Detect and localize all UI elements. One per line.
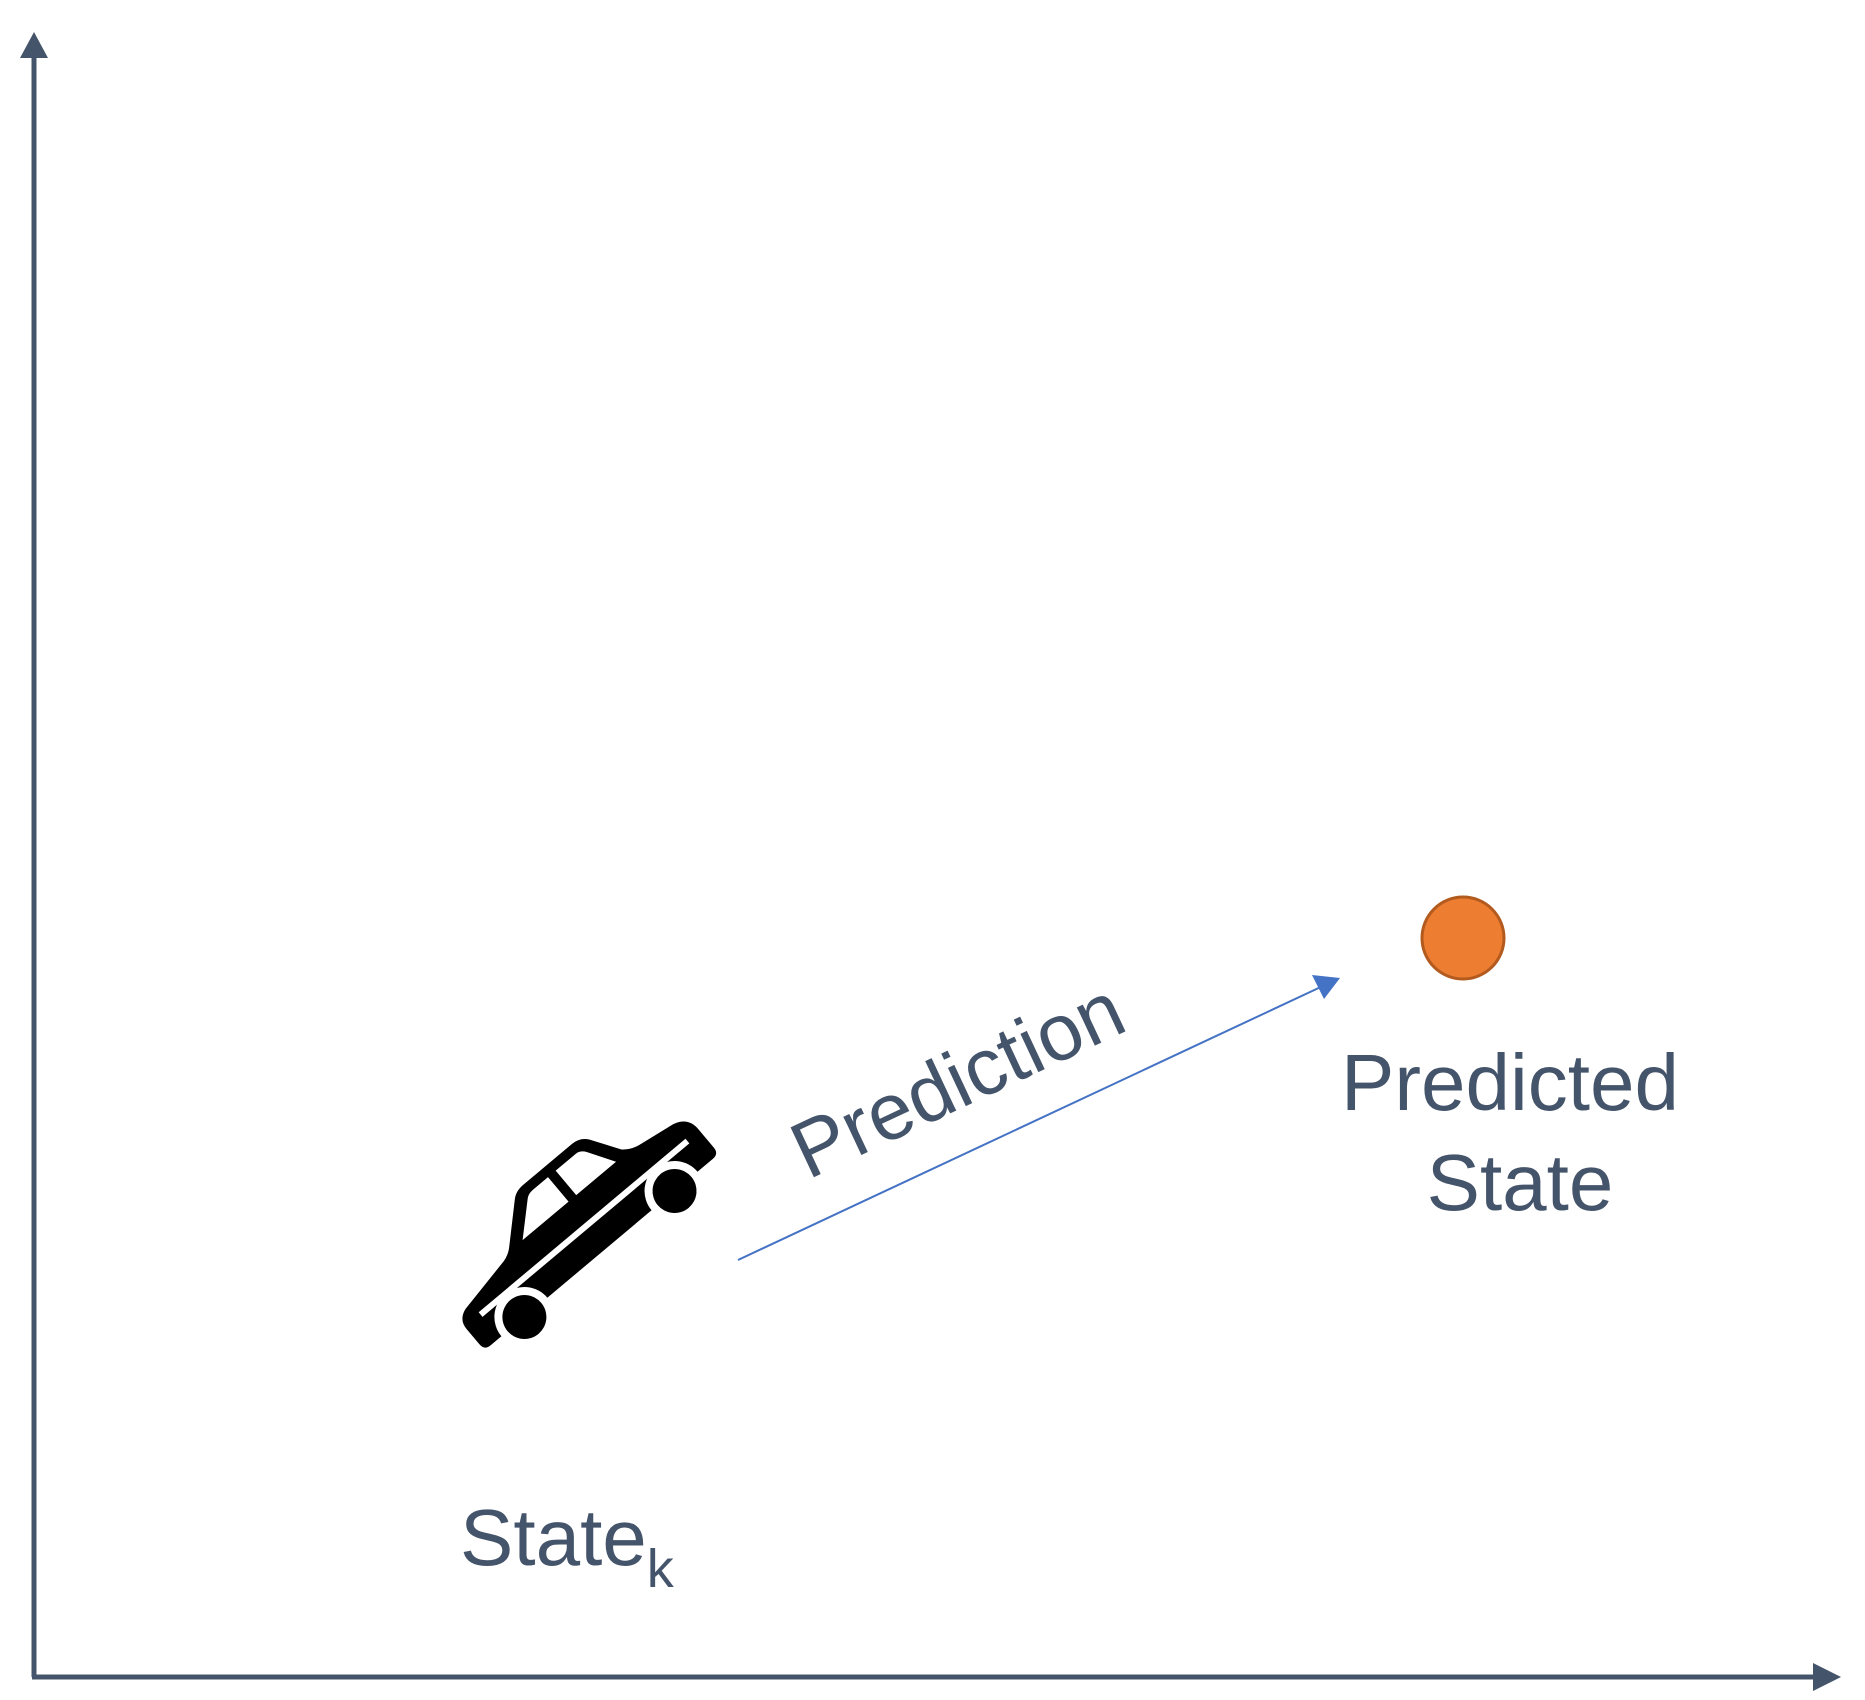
current-state-label-main: State xyxy=(460,1493,647,1582)
predicted-state-label-line2: State xyxy=(1427,1138,1614,1227)
car-icon xyxy=(462,1121,717,1348)
x-axis-arrowhead xyxy=(1813,1663,1841,1691)
current-state-label: Statek xyxy=(460,1493,675,1599)
predicted-state-label-line1: Predicted xyxy=(1341,1038,1679,1127)
prediction-arrow xyxy=(737,975,1340,1261)
prediction-arrowhead xyxy=(1312,975,1340,999)
predicted-state-point xyxy=(1420,895,1506,981)
y-axis-arrowhead xyxy=(20,32,48,58)
y-axis xyxy=(20,32,48,1677)
prediction-label: Prediction xyxy=(777,964,1137,1196)
current-state-label-subscript: k xyxy=(647,1539,675,1599)
x-axis xyxy=(32,1663,1841,1691)
